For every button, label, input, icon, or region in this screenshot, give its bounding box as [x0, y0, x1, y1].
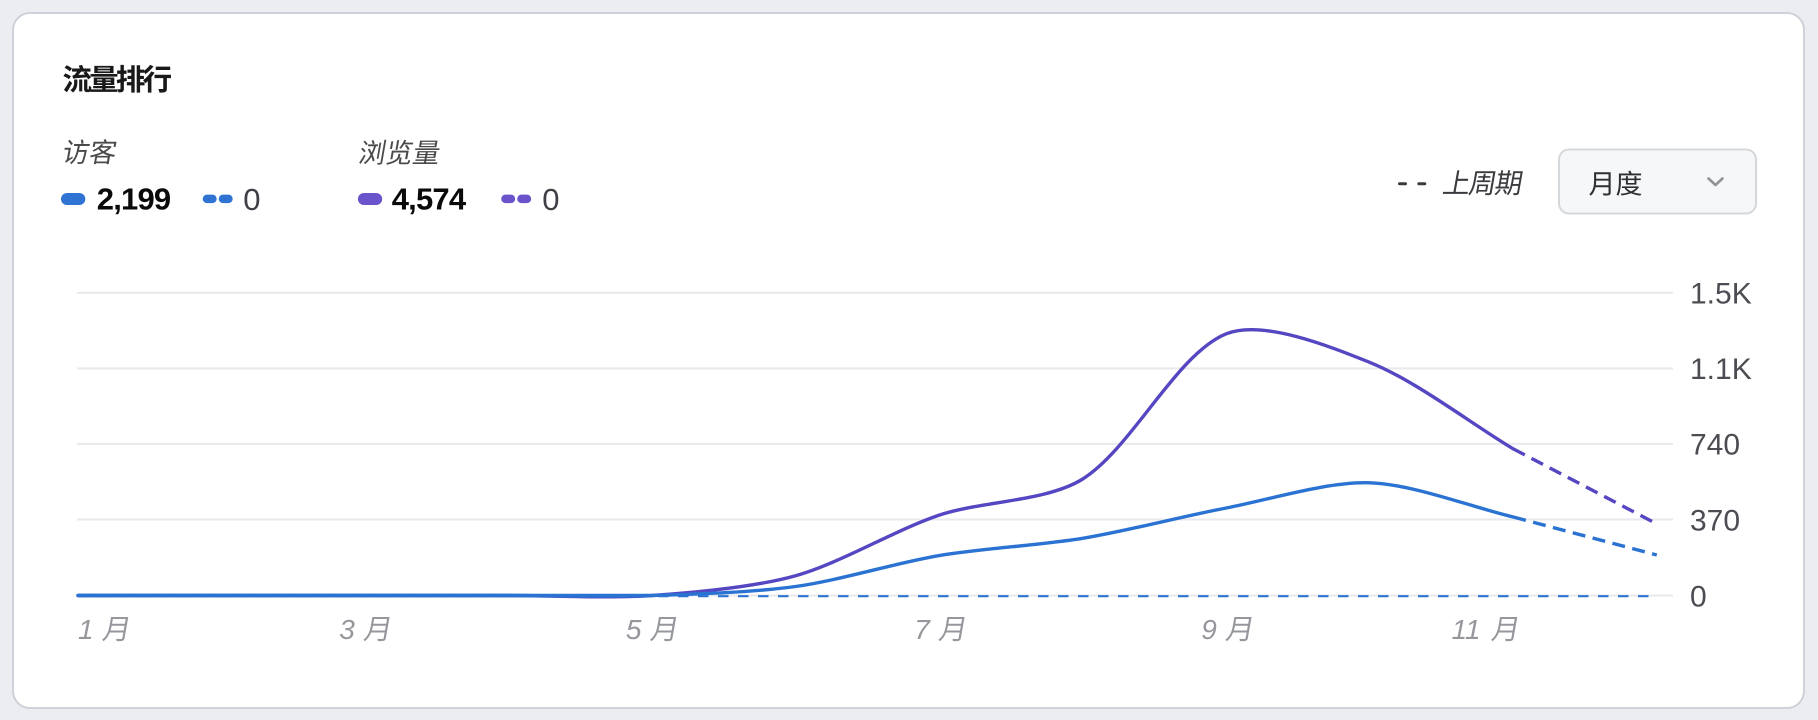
svg-text:370: 370 [1690, 504, 1740, 537]
svg-text:0: 0 [1690, 580, 1707, 613]
svg-text:7: 7 [914, 614, 931, 645]
svg-text:11: 11 [1452, 614, 1481, 645]
svg-text:0: 0 [243, 182, 260, 217]
svg-text:740: 740 [1690, 429, 1740, 462]
svg-text:3: 3 [339, 614, 355, 645]
svg-text:1.5K: 1.5K [1690, 278, 1752, 311]
svg-text:2,199: 2,199 [97, 181, 171, 216]
svg-text:1.1K: 1.1K [1690, 353, 1752, 386]
svg-text:4,574: 4,574 [392, 181, 467, 216]
svg-text:0: 0 [542, 182, 559, 217]
svg-text:1: 1 [78, 614, 94, 645]
svg-text:9: 9 [1201, 614, 1217, 645]
svg-text:5: 5 [626, 614, 642, 645]
